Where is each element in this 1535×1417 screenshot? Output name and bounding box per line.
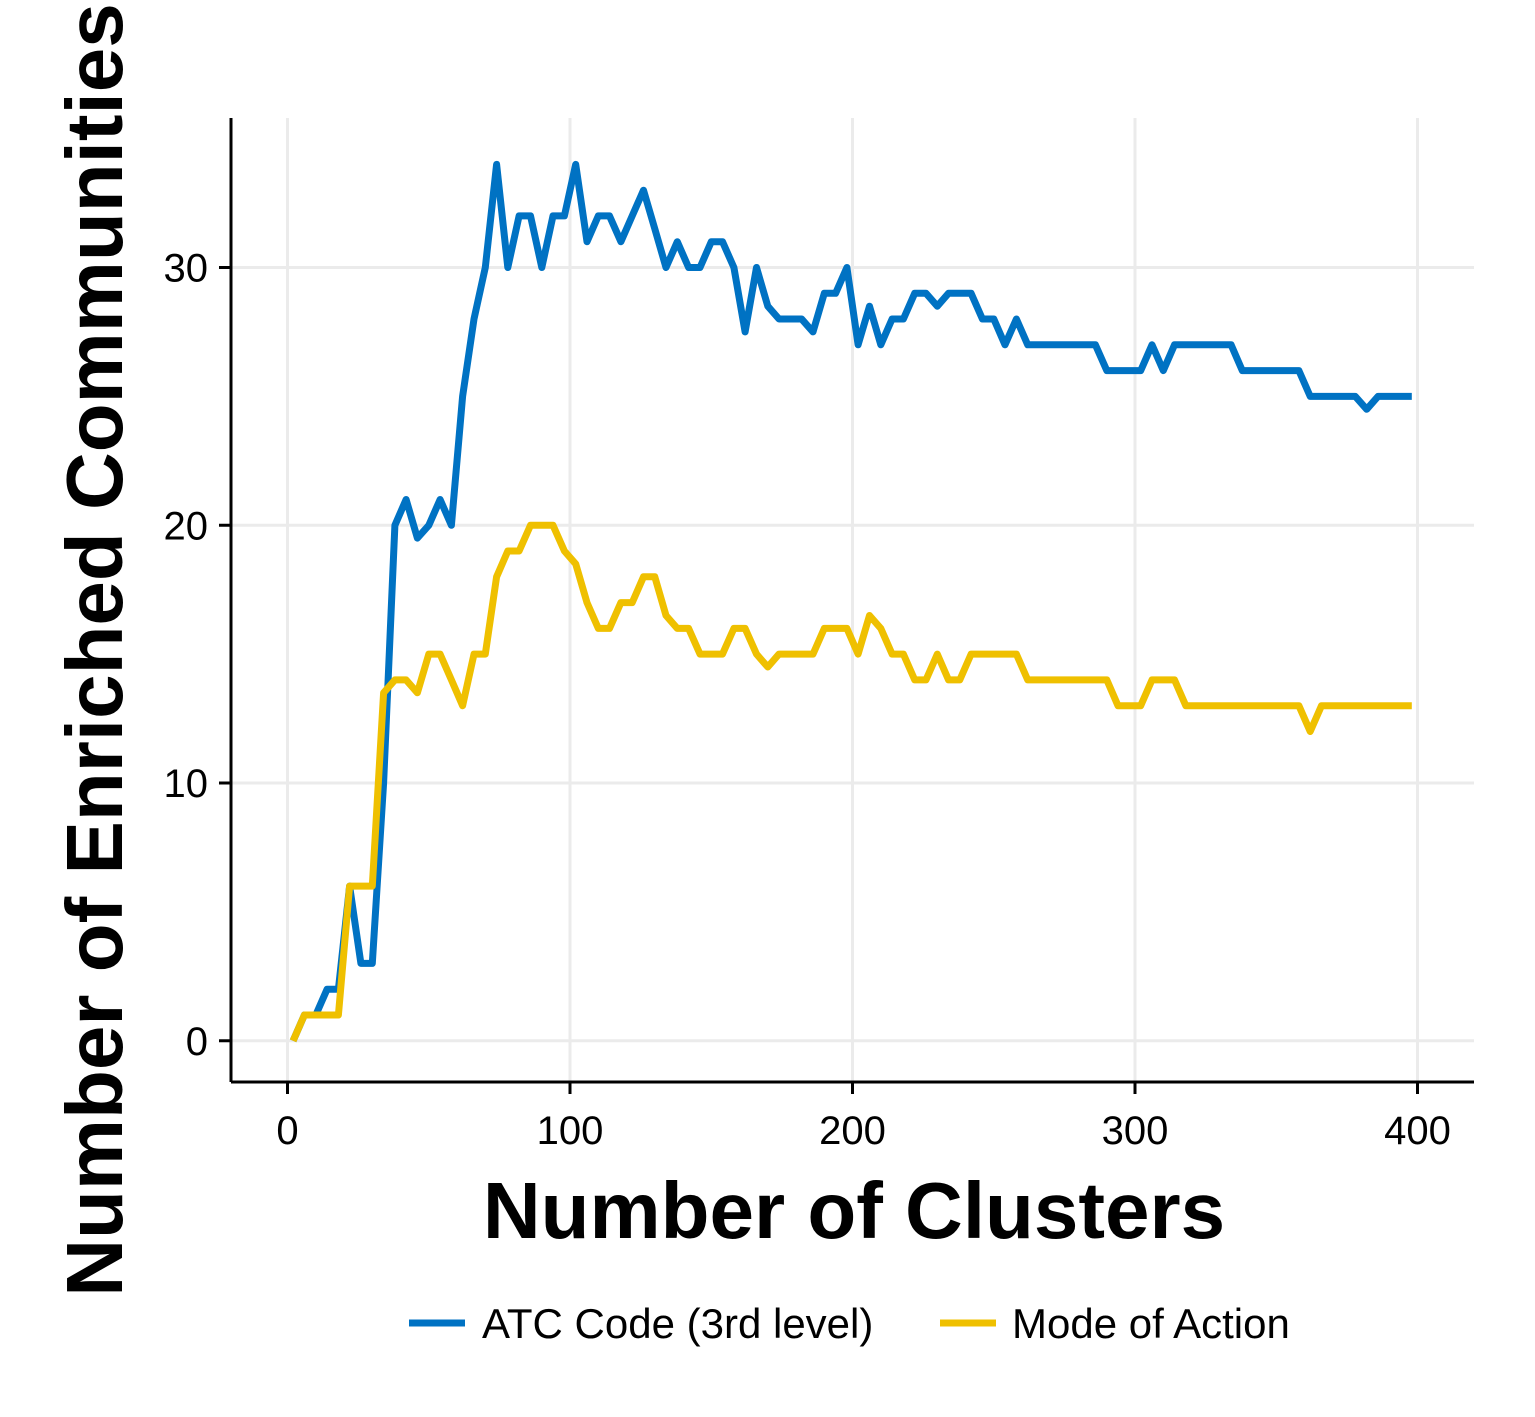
x-tick-label: 100: [537, 1109, 604, 1153]
y-tick-label: 20: [164, 504, 209, 548]
x-tick-label: 200: [819, 1109, 886, 1153]
tick-marks: [219, 265, 1419, 1094]
tick-labels: 0 100 200 300 400 0 10 20 30: [164, 246, 1451, 1153]
y-axis-title: Number of Enriched Communities: [50, 3, 139, 1296]
x-axis-title: Number of Clusters: [483, 1166, 1225, 1255]
legend-label: ATC Code (3rd level): [482, 1300, 873, 1347]
x-tick-label: 0: [276, 1109, 298, 1153]
series-line-atc-code: [289, 160, 1412, 1043]
grid-lines: [231, 118, 1474, 1082]
x-tick-label: 300: [1102, 1109, 1169, 1153]
series-lines: [289, 160, 1412, 1043]
y-tick-label: 10: [164, 762, 209, 806]
x-tick-label: 400: [1384, 1109, 1451, 1153]
legend: ATC Code (3rd level) Mode of Action: [409, 1300, 1290, 1347]
series-line-mode-of-action: [289, 521, 1412, 1043]
y-tick-label: 0: [186, 1020, 208, 1064]
y-tick-label: 30: [164, 246, 209, 290]
legend-label: Mode of Action: [1012, 1300, 1290, 1347]
